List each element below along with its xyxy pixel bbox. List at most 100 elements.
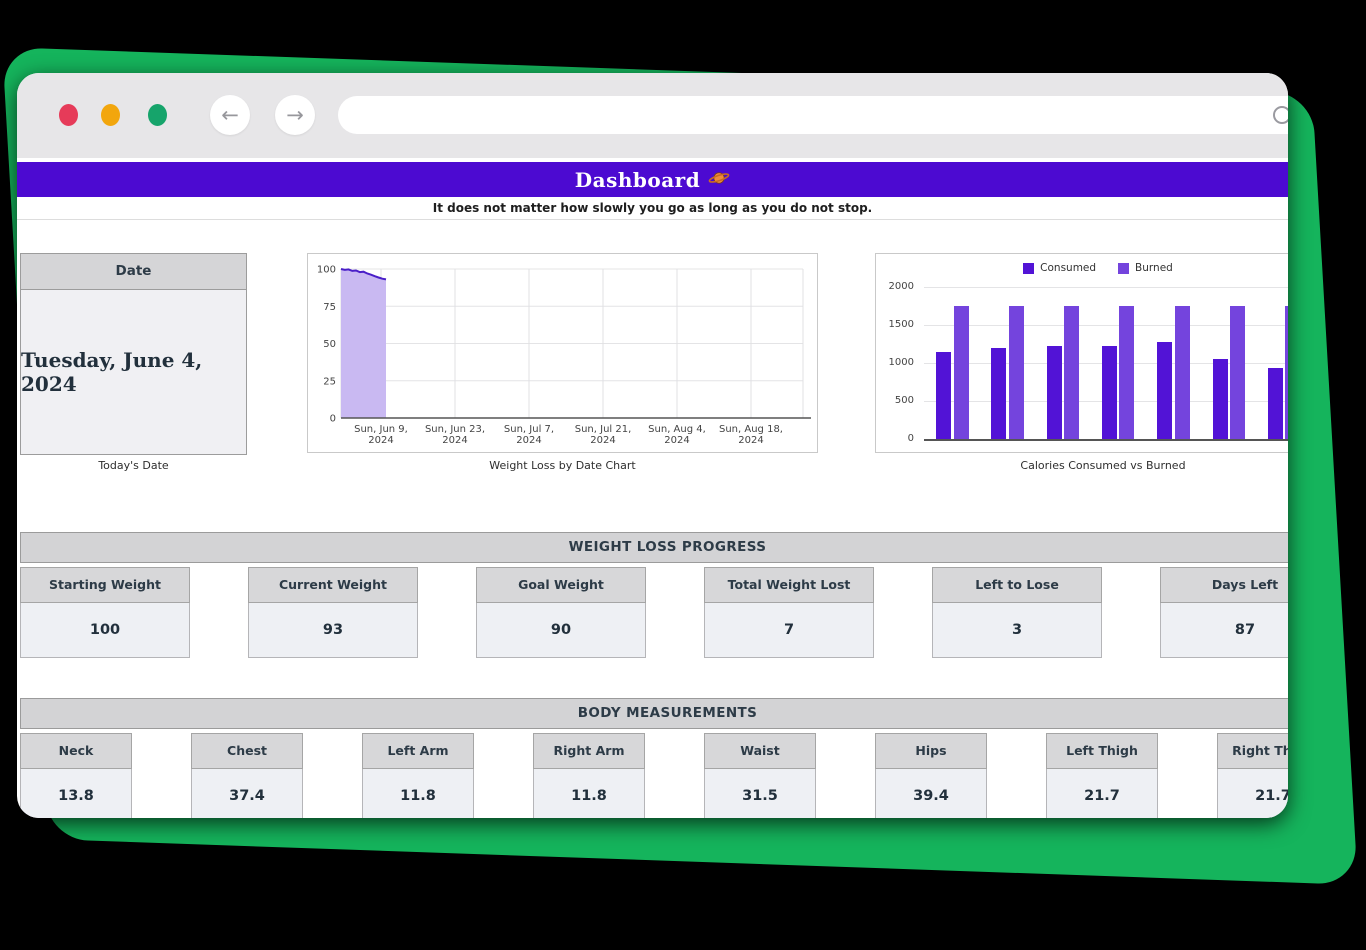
stat-card-label: Left Thigh bbox=[1046, 733, 1158, 769]
stat-card-value: 21.7 bbox=[1217, 769, 1288, 818]
stat-card-value: 13.8 bbox=[20, 769, 132, 818]
calories-chart: Consumed Burned 2000 1500 1000 500 0 bbox=[875, 253, 1288, 453]
svg-text:2024: 2024 bbox=[442, 435, 467, 446]
y-axis-tick: 2000 bbox=[888, 281, 914, 292]
date-card-caption: Today's Date bbox=[98, 459, 169, 472]
svg-text:2024: 2024 bbox=[738, 435, 763, 446]
calorie-bar bbox=[1046, 345, 1062, 439]
stat-card: Left to Lose 3 bbox=[932, 567, 1102, 658]
measurements-section-banner: BODY MEASUREMENTS bbox=[20, 698, 1288, 729]
stat-card-value: 37.4 bbox=[191, 769, 303, 818]
stat-card: Hips 39.4 bbox=[875, 733, 987, 818]
legend-label: Consumed bbox=[1040, 262, 1097, 274]
stat-card-label: Right Arm bbox=[533, 733, 645, 769]
stat-card-value: 93 bbox=[248, 603, 418, 658]
stat-card: Goal Weight 90 bbox=[476, 567, 646, 658]
weight-loss-chart-caption: Weight Loss by Date Chart bbox=[489, 459, 636, 472]
stat-card-value: 7 bbox=[704, 603, 874, 658]
y-axis-tick: 0 bbox=[907, 433, 914, 444]
browser-window: ← → Dashboard It does not matter how slo… bbox=[17, 73, 1288, 818]
calories-chart-caption: Calories Consumed vs Burned bbox=[1020, 459, 1186, 472]
close-traffic-light[interactable] bbox=[59, 104, 78, 126]
stat-card-value: 100 bbox=[20, 603, 190, 658]
calorie-bar bbox=[936, 351, 951, 439]
calorie-bar bbox=[953, 306, 969, 439]
minimize-traffic-light[interactable] bbox=[101, 104, 120, 126]
browser-chrome: ← → bbox=[17, 73, 1288, 158]
calorie-bar bbox=[1008, 306, 1024, 439]
legend-item: Consumed bbox=[1023, 262, 1096, 274]
stat-card: Left Arm 11.8 bbox=[362, 733, 474, 818]
svg-text:75: 75 bbox=[323, 302, 336, 313]
stat-card: Starting Weight 100 bbox=[20, 567, 190, 658]
stat-card-value: 87 bbox=[1160, 603, 1288, 658]
measurement-cards-row: Neck 13.8 Chest 37.4 Left Arm 11.8 Right Arm 11… bbox=[20, 733, 1288, 818]
stat-card-label: Left Arm bbox=[362, 733, 474, 769]
svg-text:2024: 2024 bbox=[590, 435, 615, 446]
date-card: Date Tuesday, June 4, 2024 bbox=[20, 253, 247, 455]
stat-card-value: 11.8 bbox=[362, 769, 474, 818]
search-icon[interactable] bbox=[1273, 106, 1288, 124]
svg-text:100: 100 bbox=[317, 265, 336, 276]
gridline bbox=[924, 287, 1288, 288]
stat-card-label: Starting Weight bbox=[20, 567, 190, 603]
calorie-bar bbox=[1285, 306, 1288, 439]
svg-text:50: 50 bbox=[323, 339, 336, 350]
calorie-bar bbox=[991, 347, 1007, 439]
svg-text:Sun, Jul 21,: Sun, Jul 21, bbox=[575, 424, 632, 435]
svg-text:2024: 2024 bbox=[368, 435, 393, 446]
today-date-value: Tuesday, June 4, 2024 bbox=[21, 348, 203, 396]
stat-card: Current Weight 93 bbox=[248, 567, 418, 658]
svg-text:Sun, Aug 4,: Sun, Aug 4, bbox=[648, 424, 706, 435]
svg-text:2024: 2024 bbox=[664, 435, 689, 446]
date-card-header: Date bbox=[21, 254, 246, 290]
stat-card-label: Left to Lose bbox=[932, 567, 1102, 603]
calorie-bar bbox=[1157, 342, 1173, 439]
progress-section-banner: WEIGHT LOSS PROGRESS bbox=[20, 532, 1288, 563]
url-bar[interactable] bbox=[338, 96, 1288, 134]
legend-item: Burned bbox=[1118, 262, 1173, 274]
calorie-bar bbox=[1230, 306, 1245, 439]
svg-text:Sun, Jul 7,: Sun, Jul 7, bbox=[504, 424, 554, 435]
stat-card-value: 3 bbox=[932, 603, 1102, 658]
stat-card-label: Hips bbox=[875, 733, 987, 769]
svg-text:2024: 2024 bbox=[516, 435, 541, 446]
stat-card-label: Goal Weight bbox=[476, 567, 646, 603]
back-button[interactable]: ← bbox=[210, 95, 250, 135]
y-axis-tick: 1000 bbox=[888, 357, 914, 368]
progress-cards-row: Starting Weight 100 Current Weight 93 Goal W… bbox=[20, 567, 1288, 658]
page-title: Dashboard bbox=[574, 167, 701, 192]
legend-swatch bbox=[1118, 262, 1130, 274]
svg-text:0: 0 bbox=[330, 414, 336, 425]
svg-text:25: 25 bbox=[323, 376, 336, 387]
stat-card: Chest 37.4 bbox=[191, 733, 303, 818]
forward-button[interactable]: → bbox=[275, 95, 315, 135]
stat-card: Days Left 87 bbox=[1160, 567, 1288, 658]
calorie-bar bbox=[1212, 359, 1228, 439]
stat-card-label: Waist bbox=[704, 733, 816, 769]
stat-card-label: Right Thigh bbox=[1217, 733, 1288, 769]
svg-text:Sun, Jun 23,: Sun, Jun 23, bbox=[425, 424, 485, 435]
stat-card: Left Thigh 21.7 bbox=[1046, 733, 1158, 818]
stat-card-value: 90 bbox=[476, 603, 646, 658]
motivation-quote: It does not matter how slowly you go as … bbox=[17, 197, 1288, 220]
calorie-bar bbox=[1174, 306, 1190, 439]
x-axis bbox=[924, 439, 1288, 441]
stat-card-label: Days Left bbox=[1160, 567, 1288, 603]
maximize-traffic-light[interactable] bbox=[148, 104, 167, 126]
planet-icon bbox=[708, 170, 730, 190]
stat-card-value: 11.8 bbox=[533, 769, 645, 818]
svg-text:Sun, Aug 18,: Sun, Aug 18, bbox=[719, 424, 783, 435]
legend-swatch bbox=[1023, 262, 1035, 274]
stat-card: Waist 31.5 bbox=[704, 733, 816, 818]
y-axis-tick: 500 bbox=[894, 395, 914, 406]
weight-loss-chart: 100 75 50 25 0 Sun, Jun 9, 2024 Sun, Jun 23, 202… bbox=[307, 253, 818, 453]
gridline bbox=[924, 325, 1288, 326]
stat-card-label: Chest bbox=[191, 733, 303, 769]
stat-card-label: Neck bbox=[20, 733, 132, 769]
calorie-bar bbox=[1064, 306, 1080, 439]
calorie-bar bbox=[1267, 367, 1283, 439]
stat-card-label: Current Weight bbox=[248, 567, 418, 603]
